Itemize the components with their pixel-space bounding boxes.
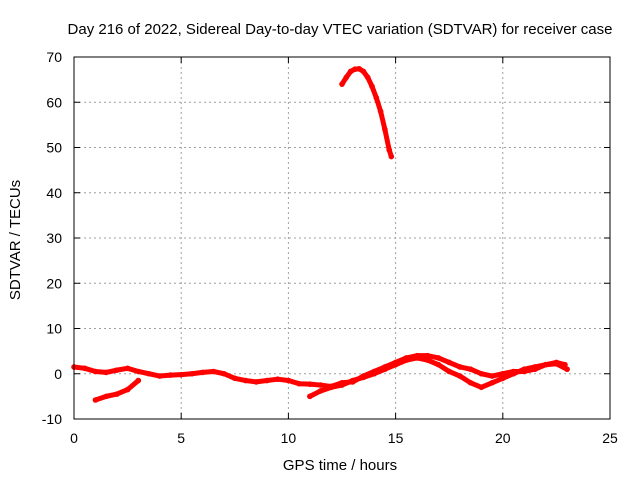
data-point	[307, 393, 313, 400]
data-point	[414, 355, 420, 361]
y-tick-label: 50	[46, 140, 62, 156]
y-tick-label: 10	[46, 321, 62, 337]
data-point	[264, 377, 270, 384]
data-point	[403, 357, 410, 363]
data-point	[242, 377, 249, 384]
data-point	[146, 370, 152, 377]
data-point	[114, 367, 120, 373]
x-tick-label: 10	[281, 430, 297, 446]
data-point	[510, 370, 517, 377]
data-point	[114, 391, 120, 397]
data-point	[81, 365, 88, 372]
data-point	[382, 126, 388, 133]
x-tick-label: 5	[177, 430, 185, 446]
data-series	[71, 65, 570, 403]
data-point	[386, 146, 392, 153]
data-point	[178, 371, 184, 378]
data-point	[467, 380, 474, 386]
data-point	[424, 357, 431, 363]
data-point	[103, 369, 109, 376]
data-point	[189, 370, 195, 377]
data-point	[156, 373, 163, 379]
data-point	[369, 83, 375, 90]
y-tick-label: -10	[42, 411, 62, 427]
data-point	[564, 366, 570, 373]
data-point	[343, 74, 350, 81]
data-point	[221, 370, 227, 377]
data-point	[328, 384, 335, 391]
x-tick-label: 20	[495, 430, 511, 446]
data-point	[317, 388, 324, 394]
series-trace	[92, 378, 141, 403]
x-tick-label: 15	[388, 430, 404, 446]
data-point	[446, 368, 453, 375]
data-point	[521, 366, 528, 373]
data-point	[352, 66, 358, 73]
data-point	[317, 382, 324, 388]
series-lower-band	[92, 355, 570, 403]
data-point	[382, 366, 388, 373]
grid-lines	[74, 57, 610, 419]
data-point	[356, 65, 362, 72]
data-point	[124, 365, 131, 372]
data-point	[232, 375, 238, 382]
y-tick-label: 30	[46, 230, 62, 246]
x-axis-label: GPS time / hours	[283, 457, 397, 474]
data-point	[92, 397, 99, 403]
data-point	[210, 368, 217, 375]
data-point	[285, 377, 292, 384]
data-point	[339, 81, 345, 87]
axis-ticks: 0 5 10 15 20 25 -10 0 10 20 30 40 50 60 70	[42, 49, 618, 446]
data-point	[103, 393, 109, 400]
data-point	[435, 355, 442, 361]
series-high-arc	[339, 65, 395, 160]
y-tick-label: 40	[46, 185, 62, 201]
data-point	[424, 352, 431, 359]
y-tick-label: 70	[46, 49, 62, 65]
data-point	[500, 375, 506, 382]
y-axis-label: SDTVAR / TECUs	[7, 180, 24, 300]
data-point	[307, 381, 313, 387]
data-point	[274, 376, 281, 382]
data-point	[457, 364, 463, 370]
data-point	[135, 368, 142, 375]
data-point	[377, 108, 384, 115]
data-point	[339, 382, 345, 388]
data-point	[457, 373, 463, 379]
data-point	[435, 361, 442, 368]
data-point	[253, 379, 260, 385]
data-point	[167, 372, 174, 378]
data-point	[446, 359, 453, 366]
data-point	[135, 377, 142, 384]
chart-title: Day 216 of 2022, Sidereal Day-to-day VTE…	[68, 21, 613, 38]
y-tick-label: 60	[46, 94, 62, 110]
data-point	[373, 94, 380, 101]
y-tick-label: 0	[54, 366, 62, 382]
data-point	[489, 373, 495, 379]
x-tick-label: 0	[70, 430, 78, 446]
data-point	[349, 377, 356, 384]
y-tick-label: 20	[46, 275, 62, 291]
data-point	[360, 374, 367, 381]
data-point	[124, 386, 131, 393]
data-point	[364, 74, 371, 81]
data-point	[467, 366, 474, 373]
data-point	[542, 361, 549, 368]
data-point	[360, 68, 367, 75]
data-point	[92, 368, 99, 375]
data-point	[489, 380, 495, 386]
data-point	[478, 370, 485, 377]
data-point	[296, 380, 302, 387]
x-tick-label: 25	[602, 430, 618, 446]
data-point	[478, 384, 485, 391]
data-point	[392, 361, 399, 368]
data-point	[199, 369, 206, 376]
data-point	[553, 360, 560, 367]
series-trace	[339, 66, 394, 160]
data-point	[371, 370, 377, 377]
data-point	[347, 68, 354, 75]
data-point	[388, 153, 395, 160]
data-point	[532, 364, 538, 370]
